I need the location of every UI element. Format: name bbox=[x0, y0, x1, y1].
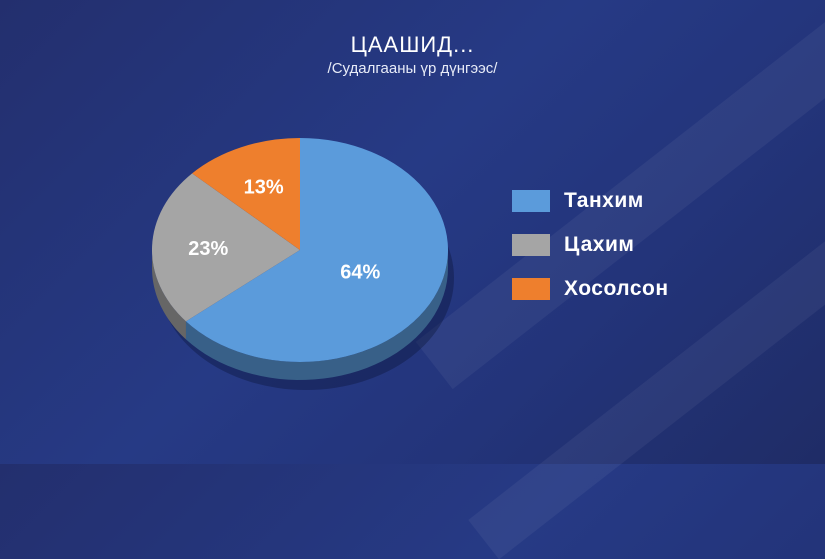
pie-data-label: 23% bbox=[188, 238, 228, 260]
legend-swatch bbox=[512, 190, 550, 212]
slide-subtitle: /Судалгааны үр дүнгээс/ bbox=[327, 60, 498, 77]
pie-slice bbox=[192, 138, 300, 250]
legend-item-tankhim: Танхим bbox=[512, 189, 669, 212]
legend-item-tsakhim: Цахим bbox=[512, 233, 669, 256]
legend-item-khosolson: Хосолсон bbox=[512, 277, 669, 300]
pie-slice-side bbox=[152, 250, 186, 340]
pie-chart: 64% 23% 13% bbox=[151, 138, 454, 390]
chart-legend: Танхим Цахим Хосолсон bbox=[512, 189, 669, 322]
legend-swatch bbox=[512, 278, 550, 300]
pie-data-label: 64% bbox=[340, 262, 380, 284]
pie-slice bbox=[151, 173, 300, 322]
slide-title: ЦААШИД... bbox=[350, 32, 475, 57]
legend-label: Танхим bbox=[564, 189, 644, 212]
pie-slice-side bbox=[185, 250, 448, 380]
legend-label: Хосолсон bbox=[564, 277, 669, 300]
legend-label: Цахим bbox=[564, 233, 635, 256]
pie-slice bbox=[185, 138, 448, 362]
pie-data-label: 13% bbox=[244, 176, 284, 198]
legend-swatch bbox=[512, 234, 550, 256]
